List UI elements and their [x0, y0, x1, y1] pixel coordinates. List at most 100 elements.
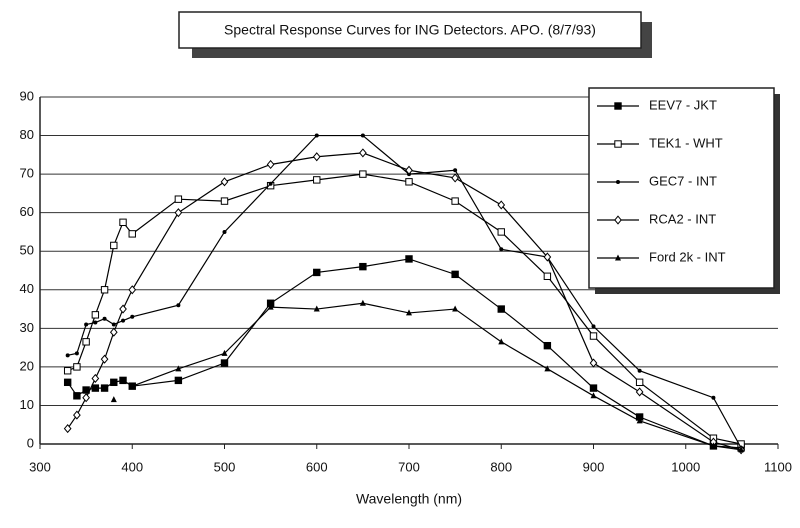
marker: [119, 304, 127, 314]
marker: [635, 387, 644, 397]
marker: [73, 363, 81, 371]
marker: [497, 305, 505, 313]
marker: [93, 320, 98, 325]
legend-marker: [616, 180, 620, 184]
legend-marker: [615, 254, 621, 261]
marker: [591, 324, 596, 329]
marker: [175, 365, 182, 372]
marker: [100, 354, 109, 364]
marker: [102, 316, 107, 321]
marker: [359, 299, 366, 306]
marker: [63, 424, 72, 434]
marker: [119, 376, 127, 385]
marker: [221, 349, 228, 356]
marker: [711, 395, 716, 400]
x-tick-label: 800: [490, 459, 512, 474]
marker: [174, 208, 183, 218]
y-tick-label: 30: [20, 320, 34, 335]
title-box: [178, 11, 642, 49]
marker: [543, 341, 552, 350]
marker: [73, 410, 81, 420]
marker: [499, 247, 504, 252]
marker: [544, 365, 551, 372]
marker: [220, 359, 229, 367]
legend-marker: [614, 102, 622, 110]
marker: [91, 373, 100, 384]
marker: [313, 305, 320, 312]
y-tick-label: 70: [20, 166, 34, 181]
marker: [91, 384, 100, 392]
marker: [589, 358, 598, 368]
marker: [498, 338, 505, 345]
x-tick-label: 1100: [764, 459, 792, 474]
marker: [266, 159, 275, 170]
marker: [82, 393, 90, 403]
x-tick-label: 600: [306, 459, 328, 474]
marker: [543, 272, 552, 280]
marker: [268, 181, 273, 186]
marker: [406, 309, 412, 316]
marker: [100, 286, 109, 294]
legend-marker: [614, 140, 622, 148]
x-axis-label: Wavelength (nm): [356, 491, 462, 507]
x-tick-label: 400: [121, 459, 143, 474]
y-tick-label: 20: [20, 358, 34, 373]
marker: [63, 378, 72, 387]
y-tick-label: 90: [20, 88, 34, 103]
series-line: [132, 302, 742, 451]
marker: [314, 133, 319, 138]
marker: [121, 318, 126, 323]
marker: [543, 252, 552, 262]
legend-label: RCA2 - INT: [649, 211, 716, 226]
y-tick-label: 10: [20, 397, 34, 412]
marker: [128, 230, 136, 238]
marker: [635, 378, 644, 387]
marker: [73, 392, 81, 400]
legend-box: [588, 87, 775, 289]
marker: [100, 384, 109, 392]
y-tick-label: 50: [20, 243, 34, 258]
marker: [451, 270, 459, 279]
marker: [74, 351, 79, 356]
marker: [174, 376, 183, 385]
marker: [119, 218, 127, 227]
marker: [84, 322, 89, 327]
marker: [220, 197, 229, 205]
marker: [312, 152, 321, 162]
marker: [359, 148, 367, 158]
marker: [65, 353, 70, 358]
marker: [359, 262, 367, 271]
marker: [452, 305, 459, 312]
marker: [130, 314, 135, 319]
marker: [220, 177, 229, 187]
legend-label: TEK1 - WHT: [649, 135, 723, 150]
chart-title: Spectral Response Curves for ING Detecto…: [224, 22, 596, 38]
x-tick-label: 500: [214, 459, 236, 474]
marker: [110, 396, 117, 403]
x-tick-label: 300: [29, 459, 51, 474]
y-tick-label: 80: [20, 127, 34, 142]
marker: [109, 327, 118, 337]
marker: [589, 332, 598, 340]
marker: [451, 197, 459, 205]
marker: [497, 200, 506, 210]
x-tick-label: 900: [583, 459, 605, 474]
marker: [91, 311, 100, 319]
y-tick-label: 40: [20, 281, 34, 296]
marker: [359, 170, 367, 178]
y-tick-label: 60: [20, 204, 34, 219]
marker: [637, 368, 642, 373]
marker: [313, 176, 321, 184]
marker: [222, 229, 227, 234]
marker: [267, 303, 274, 310]
marker: [405, 178, 413, 186]
legend-label: Ford 2k - INT: [649, 249, 726, 264]
legend-label: EEV7 - JKT: [649, 97, 717, 112]
marker: [129, 382, 136, 389]
marker: [589, 384, 598, 392]
marker: [360, 133, 365, 138]
legend-label: GEC7 - INT: [649, 173, 717, 188]
marker: [63, 367, 72, 375]
marker: [82, 338, 90, 346]
